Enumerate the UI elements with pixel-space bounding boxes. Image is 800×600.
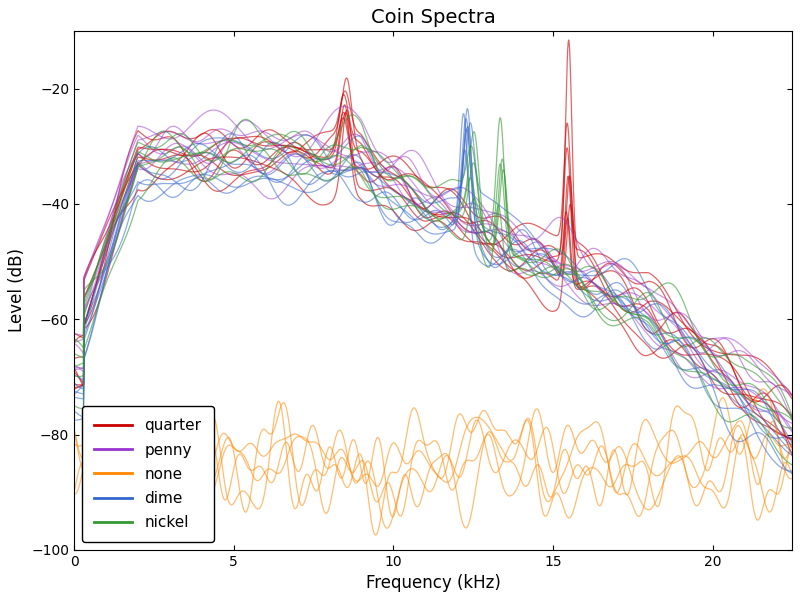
- Y-axis label: Level (dB): Level (dB): [8, 248, 26, 332]
- X-axis label: Frequency (kHz): Frequency (kHz): [366, 574, 501, 592]
- Title: Coin Spectra: Coin Spectra: [371, 8, 495, 26]
- Legend: quarter, penny, none, dime, nickel: quarter, penny, none, dime, nickel: [82, 406, 214, 542]
